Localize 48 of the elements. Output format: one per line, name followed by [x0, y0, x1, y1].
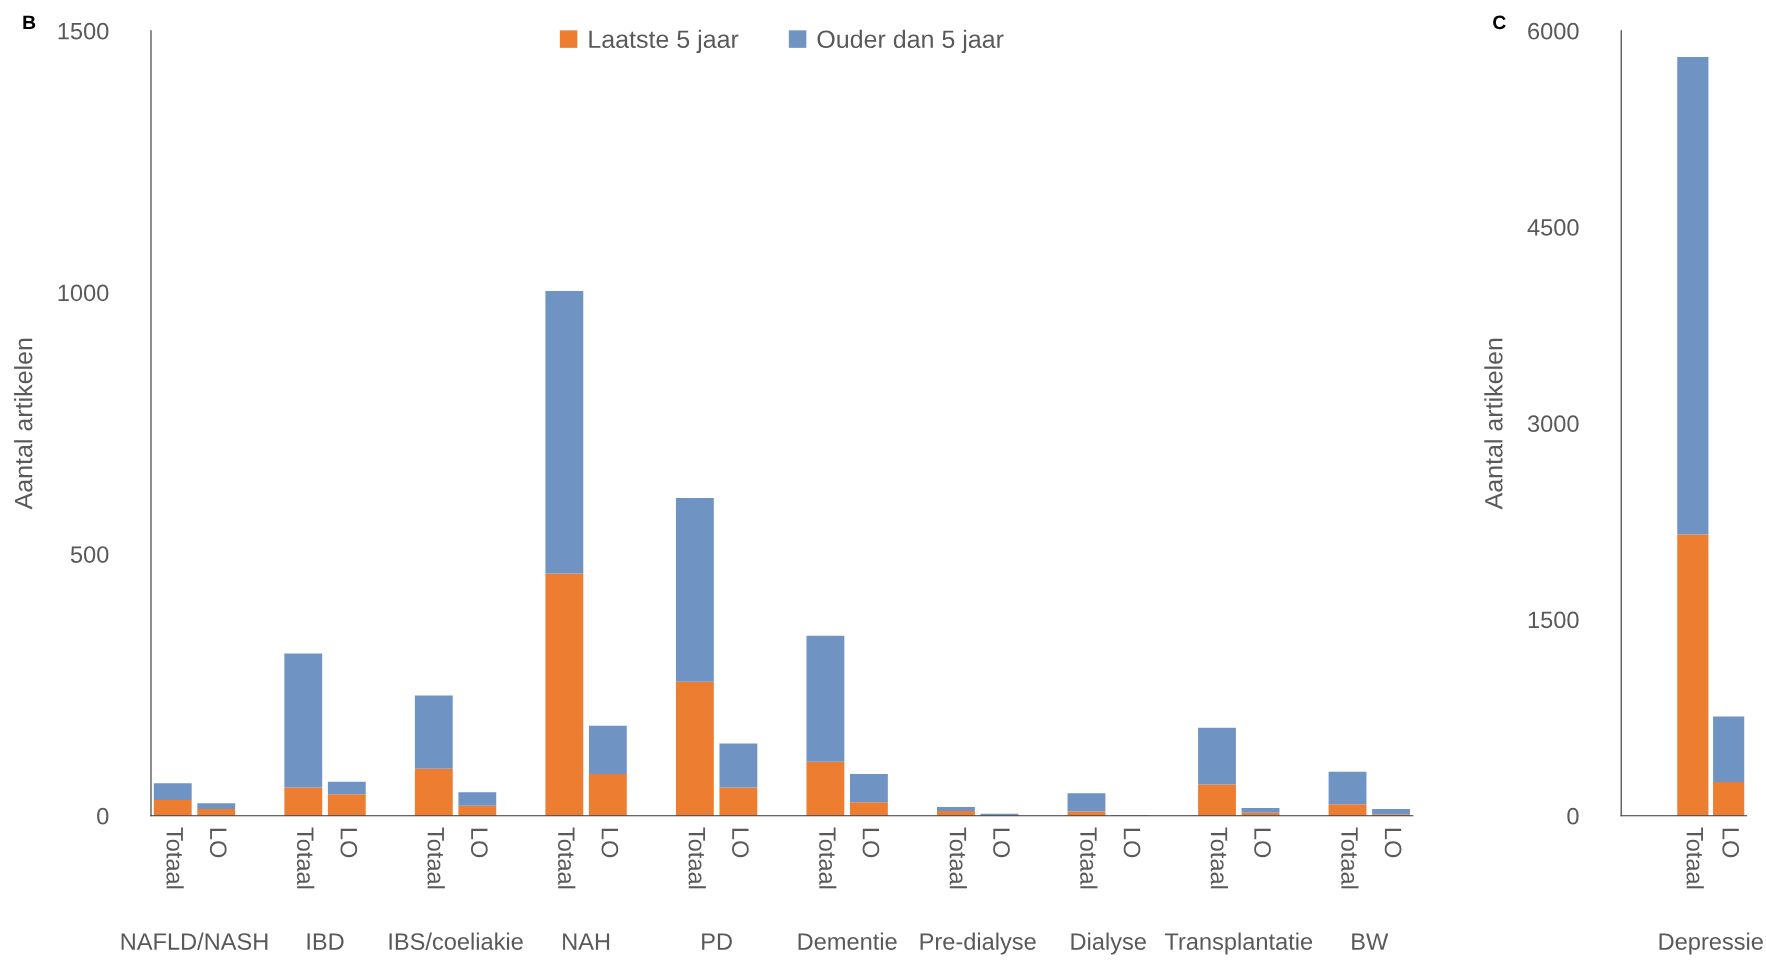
text: NAFLD/NASH — [121, 932, 268, 950]
text: BW — [1352, 933, 1389, 950]
y-tick-label: 3000 — [1527, 415, 1579, 433]
y-tick-label: 4500 — [1527, 219, 1579, 236]
x-tick-label: Totaal — [1080, 827, 1098, 889]
x-tick-label: LO — [1722, 828, 1740, 858]
x-tick-label: Totaal — [1210, 827, 1229, 889]
x-tick-label: Totaal — [819, 827, 837, 889]
x-tick-label: LO — [732, 828, 749, 858]
legend-label: Laatste 5 jaar — [589, 29, 739, 54]
y-tick-label: 0 — [1567, 807, 1579, 825]
y-tick-label: 6000 — [1528, 22, 1579, 40]
y-axis-title: Aantal artikelen — [14, 338, 33, 510]
text: Dialyse — [1071, 932, 1146, 955]
x-tick-label: LO — [1384, 828, 1402, 858]
text: NAH — [563, 933, 610, 950]
y-tick-label: 1500 — [1528, 611, 1579, 629]
x-tick-label: LO — [470, 828, 488, 858]
text: IBS/coeliakie — [389, 932, 523, 950]
legend-label: Ouder dan 5 jaar — [817, 29, 1004, 54]
x-tick-label: LO — [1123, 828, 1141, 858]
x-tick-label: Totaal — [427, 827, 445, 889]
y-tick-label: 500 — [70, 546, 109, 563]
text: Transplantatie — [1164, 932, 1313, 955]
x-tick-label: Totaal — [296, 827, 315, 889]
text: IBD — [307, 933, 344, 950]
y-tick-label: 0 — [97, 807, 109, 825]
text: Depressie — [1659, 932, 1763, 955]
x-tick-label: LO — [340, 828, 358, 858]
y-tick-label: 1500 — [58, 22, 109, 40]
chart-title: C — [1493, 15, 1506, 30]
x-tick-label: LO — [993, 828, 1010, 858]
y-axis-title: Aantal artikelen — [1484, 338, 1503, 510]
x-tick-label: Totaal — [1686, 827, 1704, 889]
text: PD — [702, 933, 732, 950]
x-tick-label: LO — [862, 828, 880, 858]
y-tick-label: 1000 — [58, 284, 109, 302]
text: Pre-dialyse — [920, 932, 1036, 955]
x-tick-label: LO — [601, 828, 619, 858]
x-tick-label: Totaal — [166, 827, 184, 889]
x-tick-label: Totaal — [949, 827, 967, 889]
x-tick-label: Totaal — [558, 827, 576, 889]
x-tick-label: Totaal — [1341, 827, 1359, 889]
x-tick-label: LO — [209, 828, 227, 858]
text: Dementie — [798, 932, 897, 950]
x-tick-label: Totaal — [688, 827, 706, 889]
chart-title: B — [23, 15, 36, 30]
x-tick-label: LO — [1254, 828, 1271, 858]
